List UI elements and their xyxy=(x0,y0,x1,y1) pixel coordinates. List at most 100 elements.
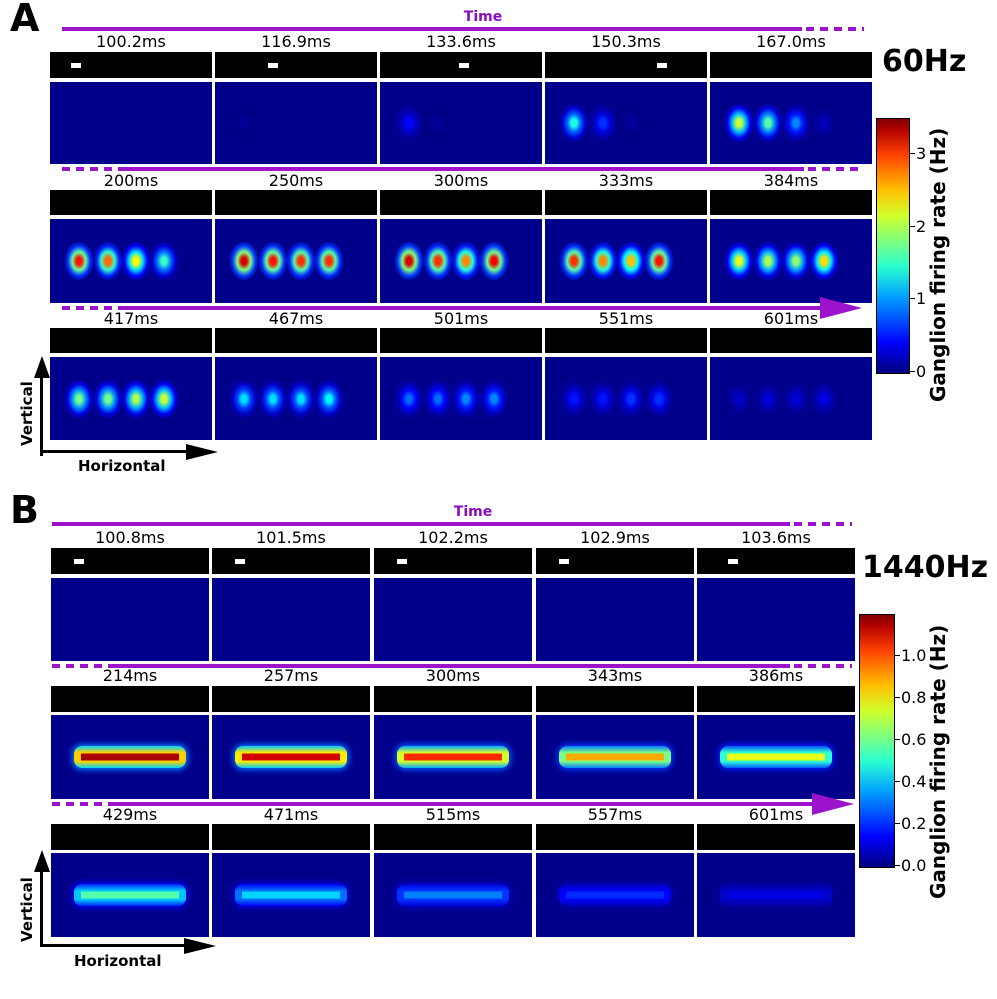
time-arrow-dashes xyxy=(52,664,102,668)
response-spot xyxy=(809,103,840,143)
frame-time-label: 515ms xyxy=(425,805,481,824)
response-spot xyxy=(587,378,618,419)
frequency-label: 1440Hz xyxy=(862,550,989,585)
stimulus-frame xyxy=(697,548,855,574)
response-spot xyxy=(752,241,783,281)
vertical-axis xyxy=(40,867,43,945)
tick-label: 0.4 xyxy=(901,772,927,791)
horizontal-axis xyxy=(40,450,190,453)
time-arrowhead xyxy=(812,793,854,815)
response-line xyxy=(242,891,340,899)
stimulus-frame xyxy=(50,52,212,78)
colorbar-tick: 2 xyxy=(910,217,926,236)
response-spot xyxy=(394,103,425,143)
vertical-axis xyxy=(40,372,43,456)
tick-mark xyxy=(895,655,900,656)
response-map xyxy=(710,219,872,303)
stimulus-frame xyxy=(51,824,209,850)
response-map xyxy=(50,219,212,303)
response-line xyxy=(242,753,340,761)
frame: 257ms xyxy=(212,490,370,999)
response-map xyxy=(51,853,209,937)
frame-time-label: 471ms xyxy=(263,805,319,824)
response-line xyxy=(727,891,825,899)
response-spot xyxy=(394,241,425,281)
stimulus-frame xyxy=(545,190,707,215)
stimulus-frame xyxy=(536,686,694,712)
frame: 250ms xyxy=(215,0,377,490)
stimulus-frame xyxy=(215,328,377,353)
frame-time-label: 200ms xyxy=(103,171,159,190)
response-spot xyxy=(724,241,755,281)
time-arrow-line xyxy=(52,522,790,526)
colorbar-tick: 0.6 xyxy=(895,730,927,749)
tick-label: 0.6 xyxy=(901,730,927,749)
tick-label: 3 xyxy=(916,144,927,164)
frame-time-label: 100.2ms xyxy=(96,32,166,51)
frame-time-label: 150.3ms xyxy=(591,32,661,51)
response-map xyxy=(215,219,377,303)
response-map xyxy=(374,853,532,937)
response-spot xyxy=(587,103,618,143)
stimulus-frame xyxy=(215,52,377,78)
response-spot xyxy=(752,103,783,143)
stimulus-frame xyxy=(697,686,855,712)
response-map xyxy=(374,715,532,799)
response-spot xyxy=(615,378,646,419)
panel-b: B Time 1440Hz 100.8ms 101.5ms 102.2ms 102.9… xyxy=(0,488,997,999)
colorbar-tick: 1 xyxy=(910,289,927,309)
frame: 167.0ms xyxy=(710,0,872,490)
stimulus-frame xyxy=(380,52,542,78)
frame-time-label: 601ms xyxy=(748,805,804,824)
colorbar-tick: 0 xyxy=(910,362,926,381)
response-spot xyxy=(422,103,453,143)
response-spot xyxy=(285,241,316,281)
tick-label: 1.0 xyxy=(901,646,927,665)
time-arrow-line xyxy=(62,27,802,31)
stimulus-frame xyxy=(212,548,370,574)
response-spot xyxy=(587,241,618,281)
frame: 343ms xyxy=(536,490,694,999)
response-map xyxy=(697,853,855,937)
response-line xyxy=(566,891,664,899)
time-arrow-dashes xyxy=(806,27,864,31)
colorbar xyxy=(876,118,910,374)
response-spot xyxy=(120,241,151,281)
time-arrow-line xyxy=(118,306,822,310)
response-spot xyxy=(450,241,481,281)
frame-time-label: 467ms xyxy=(268,309,324,328)
response-map xyxy=(51,715,209,799)
response-spot xyxy=(615,103,646,143)
stimulus-frame xyxy=(374,548,532,574)
tick-label: 1 xyxy=(916,289,927,309)
frame: 116.9ms xyxy=(215,0,377,490)
tick-mark xyxy=(895,739,900,740)
time-arrow-line xyxy=(108,664,790,668)
tick-mark xyxy=(895,781,900,782)
response-map xyxy=(697,578,855,661)
frame-time-label: 116.9ms xyxy=(261,32,331,51)
frame: 101.5ms xyxy=(212,490,370,999)
response-spot xyxy=(149,241,180,281)
response-spot xyxy=(64,241,95,281)
time-arrow-dashes xyxy=(794,522,852,526)
frame-time-label: 429ms xyxy=(102,805,158,824)
time-label: Time xyxy=(463,9,503,25)
response-map xyxy=(212,853,370,937)
response-spot xyxy=(724,103,755,143)
response-map xyxy=(710,357,872,440)
frame-time-label: 101.5ms xyxy=(256,528,326,547)
response-spot xyxy=(752,378,783,419)
tick-mark xyxy=(895,823,900,824)
time-arrow-dashes xyxy=(52,802,102,806)
time-arrowhead xyxy=(820,297,862,319)
frame: 515ms xyxy=(374,490,532,999)
frame-time-label: 343ms xyxy=(587,666,643,685)
tick-mark xyxy=(895,865,900,866)
stimulus-bar xyxy=(728,558,739,564)
stimulus-bar xyxy=(268,62,279,68)
response-map xyxy=(374,578,532,661)
horizontal-axis-label: Horizontal xyxy=(74,952,162,970)
tick-label: 0.0 xyxy=(901,856,927,875)
stimulus-frame xyxy=(212,686,370,712)
